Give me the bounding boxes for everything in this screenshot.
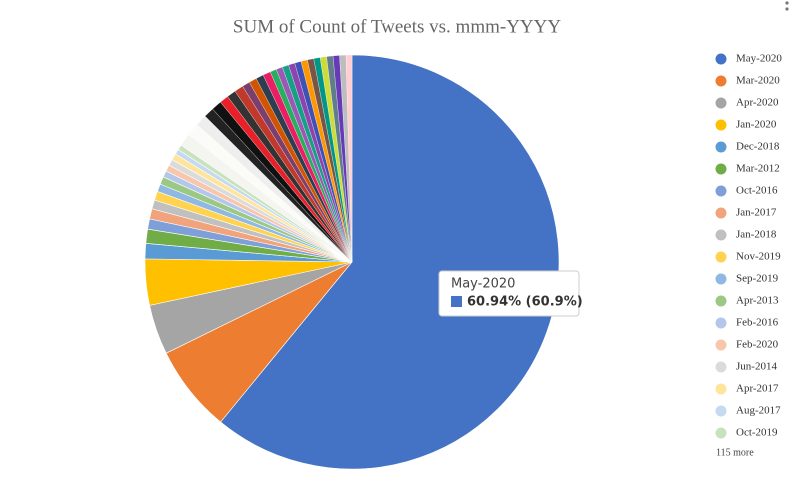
legend-label: Sep-2019 (736, 273, 779, 285)
pie-slice (220, 54, 560, 470)
legend-label: Nov-2019 (736, 251, 781, 263)
menu-dot (785, 1, 789, 5)
legend-swatch (715, 273, 727, 285)
tooltip-label: May-2020 (451, 277, 515, 292)
legend-label: Aug-2017 (736, 405, 781, 417)
legend-label: Apr-2013 (736, 295, 779, 307)
legend-label: Feb-2020 (736, 339, 779, 351)
legend-label: Jan-2018 (736, 229, 777, 241)
legend-swatch (715, 185, 727, 197)
legend-label: Feb-2016 (736, 317, 779, 329)
legend-swatch (715, 251, 727, 263)
legend-label: May-2020 (736, 53, 782, 65)
legend-swatch (715, 75, 727, 87)
tooltip-value: 60.94% (60.9%) (467, 295, 583, 310)
legend-label: Apr-2020 (736, 97, 779, 109)
legend-label: Oct-2019 (736, 427, 778, 439)
pie-slice (345, 54, 353, 263)
legend-swatch (715, 141, 727, 153)
tooltip: May-2020 60.94% (60.9%) (438, 270, 583, 317)
legend-swatch (715, 97, 727, 109)
legend-label: Jan-2017 (736, 207, 777, 219)
legend-swatch (715, 317, 727, 329)
menu-dot (785, 7, 789, 11)
chart-title: SUM of Count of Tweets vs. mmm-YYYY (233, 16, 561, 37)
legend-more: 115 more (716, 447, 754, 458)
tooltip-swatch (451, 296, 462, 307)
legend-label: Oct-2016 (736, 185, 778, 197)
legend-swatch (715, 361, 727, 373)
legend-label: Jun-2014 (736, 361, 777, 373)
menu-icon[interactable] (785, 1, 789, 11)
legend-swatch (715, 339, 727, 351)
legend-label: Mar-2020 (736, 75, 780, 87)
legend-swatch (715, 207, 727, 219)
legend-swatch (715, 383, 727, 395)
legend-swatch (715, 163, 727, 175)
pie (144, 54, 560, 470)
legend-swatch (715, 427, 727, 439)
legend-swatch (715, 119, 727, 131)
tooltip-box (438, 270, 580, 317)
legend-swatch (715, 229, 727, 241)
legend-label: Dec-2018 (736, 141, 780, 153)
legend-label: Mar-2012 (736, 163, 780, 175)
legend-label: Apr-2017 (736, 383, 779, 395)
legend-label: Jan-2020 (736, 119, 777, 131)
legend-swatch (715, 295, 727, 307)
legend: May-2020 Mar-2020 Apr-2020 Jan-2020 Dec-2018… (715, 53, 782, 458)
legend-swatch (715, 53, 727, 65)
legend-swatch (715, 405, 727, 417)
